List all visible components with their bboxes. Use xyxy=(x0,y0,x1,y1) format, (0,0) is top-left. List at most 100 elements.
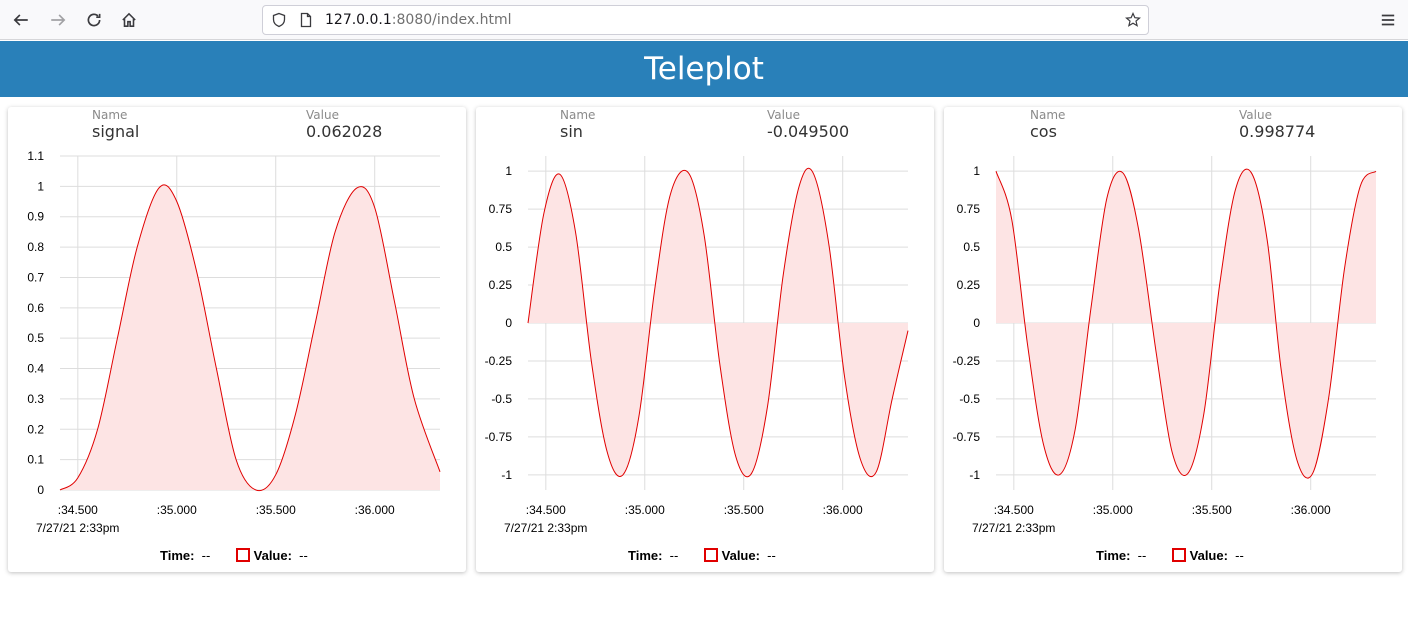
y-tick-label: 1 xyxy=(973,164,980,178)
y-tick-label: 0.75 xyxy=(489,202,513,216)
variable-name: sin xyxy=(560,122,583,141)
browser-toolbar: 127.0.0.1:8080/index.html xyxy=(0,0,1408,40)
y-tick-label: -1 xyxy=(969,468,980,482)
url-text[interactable]: 127.0.0.1:8080/index.html xyxy=(325,12,512,28)
app-header: Teleplot xyxy=(0,41,1408,97)
series-line xyxy=(527,167,909,478)
shield-icon[interactable] xyxy=(271,12,287,28)
x-tick-label: :35.500 xyxy=(724,503,764,517)
legend-time-value: -- xyxy=(201,548,211,563)
x-date-label: 7/27/21 2:33pm xyxy=(36,521,119,535)
y-tick-label: 0.25 xyxy=(957,278,981,292)
x-tick-label: :35.000 xyxy=(1093,503,1133,517)
chart-cos[interactable]: -1 -0.75 -0.5 -0.25 0 0.25 0.5 0.75 1 :34.500 :35.… xyxy=(944,107,1402,537)
x-tick-label: :35.500 xyxy=(256,503,296,517)
legend-time-value: -- xyxy=(1137,548,1147,563)
legend-value-label: Value: xyxy=(253,548,292,563)
series-area xyxy=(528,168,908,477)
y-tick-label: 0.3 xyxy=(27,392,44,406)
name-label: Name xyxy=(560,108,596,122)
x-date-label: 7/27/21 2:33pm xyxy=(504,521,587,535)
series-toggle-checkbox[interactable] xyxy=(1171,548,1186,562)
current-value: 0.062028 xyxy=(306,122,383,141)
chart-sin[interactable]: -1 -0.75 -0.5 -0.25 0 0.25 0.5 0.75 1 :34.500 :35.… xyxy=(476,107,934,537)
legend-time-label: Time: xyxy=(1096,548,1131,563)
legend-value-value: -- xyxy=(767,548,776,563)
legend-time-label: Time: xyxy=(160,548,195,563)
telemetry-panel-signal: Name signal Value 0.062028 0 0.1 0.2 0.3 0.4… xyxy=(8,107,466,572)
chart-legend: Time: -- Value: -- xyxy=(1096,548,1244,563)
y-tick-label: 0.4 xyxy=(27,362,44,376)
y-tick-label: 0 xyxy=(973,316,980,330)
back-arrow-icon[interactable] xyxy=(9,8,33,32)
current-value: -0.049500 xyxy=(767,122,850,141)
x-tick-label: :36.000 xyxy=(355,503,395,517)
value-label: Value xyxy=(1239,108,1272,122)
name-label: Name xyxy=(92,108,128,122)
y-tick-label: 0.5 xyxy=(963,240,980,254)
series-line xyxy=(59,184,441,492)
y-tick-label: 0.5 xyxy=(27,331,44,345)
x-tick-label: :36.000 xyxy=(1291,503,1331,517)
x-tick-label: :34.500 xyxy=(58,503,98,517)
y-tick-label: -0.5 xyxy=(959,392,980,406)
legend-time-value: -- xyxy=(669,548,679,563)
y-tick-label: 0.6 xyxy=(27,301,44,315)
y-tick-label: -0.25 xyxy=(485,354,513,368)
y-tick-label: 1 xyxy=(37,179,44,193)
home-icon[interactable] xyxy=(117,8,141,32)
chart-legend: Time: -- Value: -- xyxy=(628,548,776,563)
x-tick-label: :35.000 xyxy=(157,503,197,517)
telemetry-panel-sin: Name sin Value -0.049500 -1 -0.75 -0.5 -0.2… xyxy=(476,107,934,572)
reload-icon[interactable] xyxy=(82,8,106,32)
legend-value-label: Value: xyxy=(721,548,760,563)
y-tick-label: -0.25 xyxy=(953,354,981,368)
variable-name: signal xyxy=(92,122,140,141)
y-tick-label: 0.75 xyxy=(957,202,981,216)
url-path: :8080/index.html xyxy=(391,12,512,28)
star-icon[interactable] xyxy=(1125,12,1141,28)
variable-name: cos xyxy=(1030,122,1057,141)
address-bar[interactable]: 127.0.0.1:8080/index.html xyxy=(262,5,1149,35)
x-tick-label: :34.500 xyxy=(994,503,1034,517)
y-tick-label: 0 xyxy=(505,316,512,330)
y-tick-label: 0.5 xyxy=(495,240,512,254)
x-tick-label: :35.000 xyxy=(625,503,665,517)
y-tick-label: 0.25 xyxy=(489,278,513,292)
telemetry-panel-cos: Name cos Value 0.998774 -1 -0.75 -0.5 -0.25… xyxy=(944,107,1402,572)
y-tick-label: -0.75 xyxy=(953,430,981,444)
url-host: 127.0.0.1 xyxy=(325,12,392,28)
name-label: Name xyxy=(1030,108,1066,122)
y-tick-label: 0.9 xyxy=(27,210,44,224)
page-icon[interactable] xyxy=(298,12,314,28)
value-label: Value xyxy=(306,108,339,122)
legend-value-value: -- xyxy=(1235,548,1244,563)
chart-signal[interactable]: 0 0.1 0.2 0.3 0.4 0.5 0.6 0.7 0.8 0.9 1 1.1:34.500:… xyxy=(8,107,466,537)
x-tick-label: :34.500 xyxy=(526,503,566,517)
x-tick-label: :35.500 xyxy=(1192,503,1232,517)
y-tick-label: 1 xyxy=(505,164,512,178)
y-tick-label: -1 xyxy=(501,468,512,482)
chart-legend: Time: -- Value: -- xyxy=(160,548,308,563)
y-tick-label: 0.8 xyxy=(27,240,44,254)
y-tick-label: -0.5 xyxy=(491,392,512,406)
y-tick-label: 1.1 xyxy=(27,149,44,163)
series-area xyxy=(60,184,440,491)
menu-icon[interactable] xyxy=(1376,8,1400,32)
x-date-label: 7/27/21 2:33pm xyxy=(972,521,1055,535)
y-tick-label: 0.7 xyxy=(27,270,44,284)
y-tick-label: -0.75 xyxy=(485,430,513,444)
app-title: Teleplot xyxy=(644,51,764,87)
series-toggle-checkbox[interactable] xyxy=(235,548,250,562)
current-value: 0.998774 xyxy=(1239,122,1316,141)
series-toggle-checkbox[interactable] xyxy=(703,548,718,562)
legend-value-value: -- xyxy=(299,548,308,563)
value-label: Value xyxy=(767,108,800,122)
y-tick-label: 0.1 xyxy=(27,453,44,467)
legend-time-label: Time: xyxy=(628,548,663,563)
legend-value-label: Value: xyxy=(1189,548,1228,563)
series-area xyxy=(996,169,1376,479)
forward-arrow-icon[interactable] xyxy=(46,8,70,32)
y-tick-label: 0.2 xyxy=(27,422,44,436)
x-tick-label: :36.000 xyxy=(823,503,863,517)
